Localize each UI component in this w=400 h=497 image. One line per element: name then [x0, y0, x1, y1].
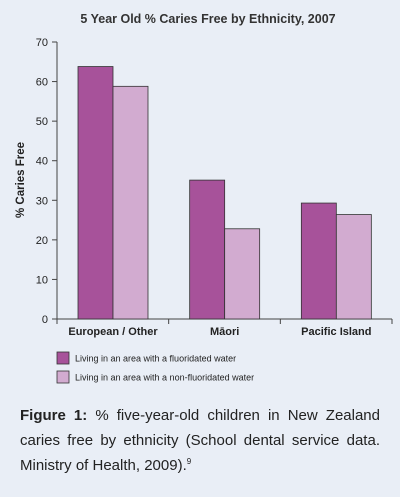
figure-caption: Figure 1: % five-year-old children in Ne… — [20, 403, 380, 478]
chart-title: 5 Year Old % Caries Free by Ethnicity, 2… — [80, 12, 335, 26]
y-tick-label: 20 — [36, 235, 48, 247]
bar — [77, 66, 114, 320]
bar — [112, 85, 149, 320]
caption-reference: 9 — [186, 457, 192, 466]
bar-chart: 5 Year Old % Caries Free by Ethnicity, 2… — [15, 12, 393, 384]
legend-entry: Living in an area with a fluoridated wat… — [75, 354, 236, 364]
bar — [335, 214, 372, 320]
x-tick-label: Māori — [210, 326, 239, 338]
y-tick-label: 0 — [42, 314, 48, 326]
legend-swatch — [56, 351, 70, 365]
bar — [300, 202, 337, 320]
y-tick-label: 50 — [36, 116, 48, 128]
y-tick-label: 30 — [36, 195, 48, 207]
y-tick-label: 70 — [36, 37, 48, 49]
caption-text: % five-year-old children in New Zealand … — [20, 407, 380, 474]
chart-panel: 5 Year Old % Caries Free by Ethnicity, 2… — [15, 12, 393, 384]
x-tick-label: Pacific Island — [301, 326, 371, 338]
y-tick-label: 60 — [36, 77, 48, 89]
y-tick-label: 40 — [36, 156, 48, 168]
figure-label: Figure 1: — [20, 407, 88, 424]
plot-area: 0 10 20 30 40 50 60 70 European / Other Māori Paci… — [36, 37, 393, 338]
legend-swatch — [56, 370, 70, 384]
legend-entry: Living in an area with a non-fluoridated… — [75, 373, 254, 383]
bar — [189, 179, 226, 320]
bar — [224, 228, 261, 320]
legend: Living in an area with a fluoridated wat… — [56, 351, 254, 384]
y-tick-label: 10 — [36, 274, 48, 286]
y-axis-label: % Caries Free — [15, 142, 27, 218]
x-tick-label: European / Other — [68, 326, 158, 338]
